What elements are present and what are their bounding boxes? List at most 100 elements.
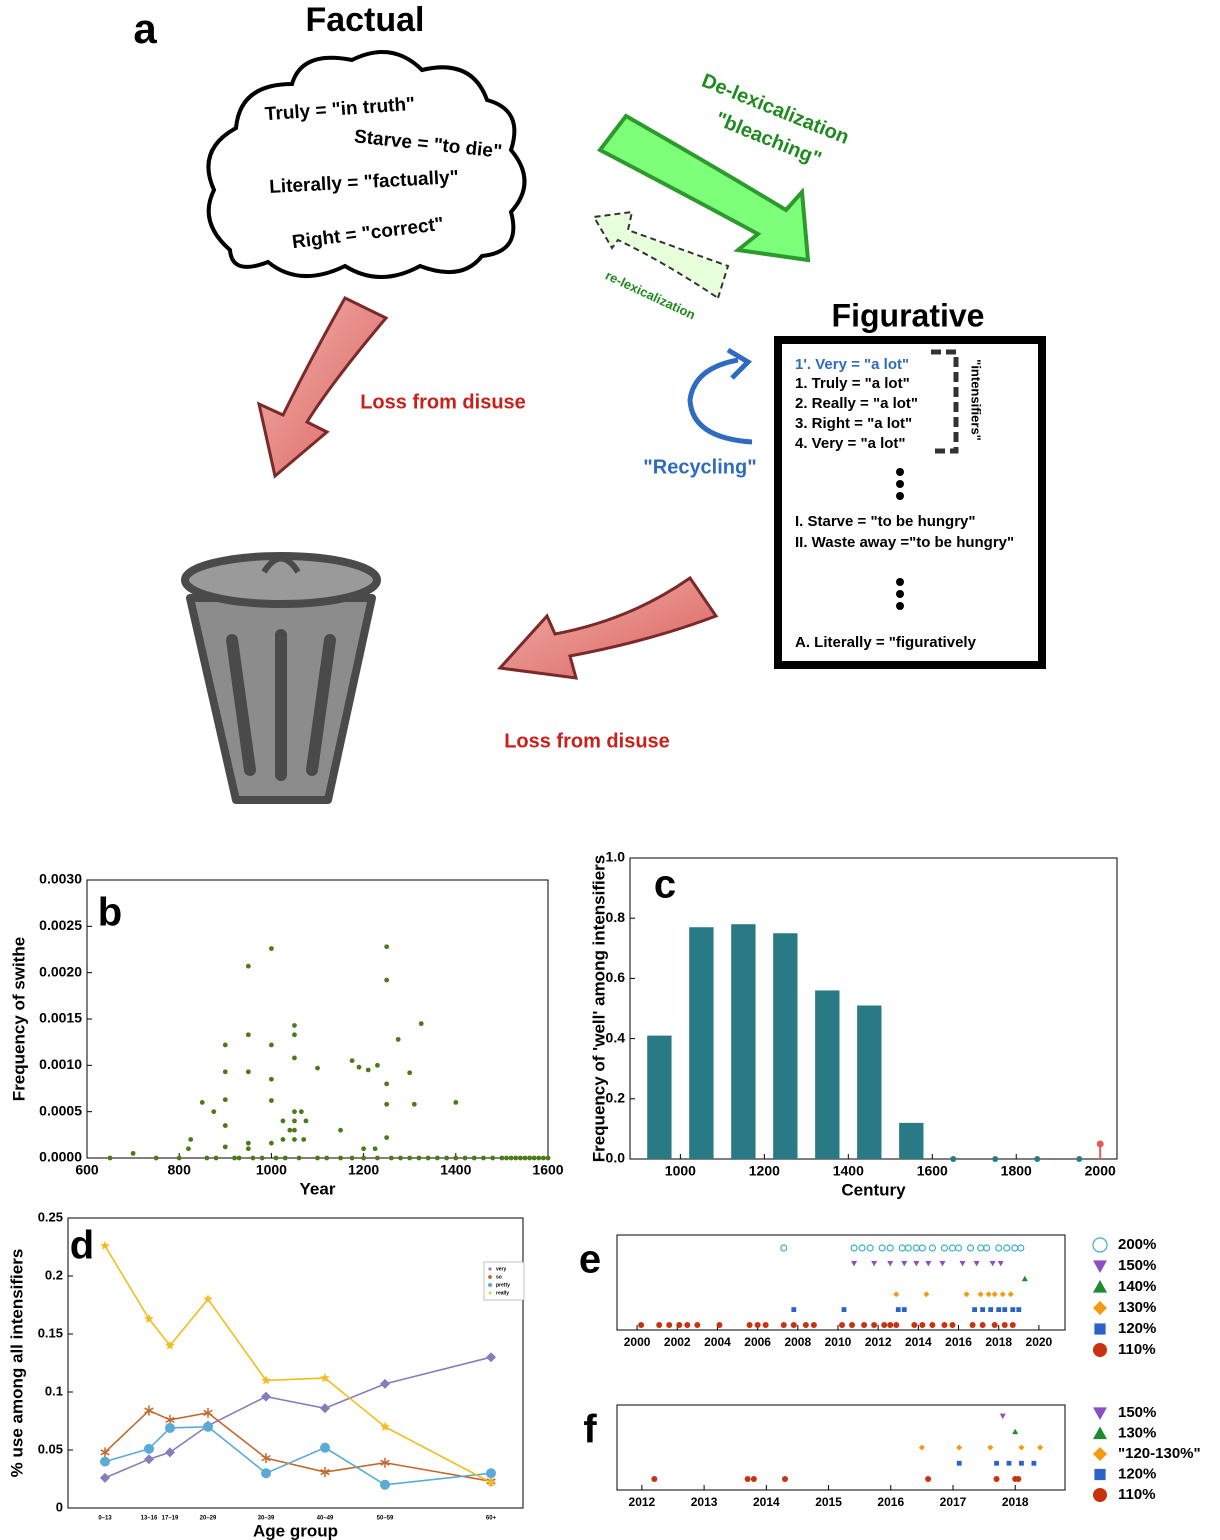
y-axis-label: Frequency of 'well' among intensifiers (589, 855, 608, 1163)
marker (1008, 1291, 1014, 1297)
x-tick-label: 2012 (865, 1335, 892, 1349)
marker (929, 1322, 935, 1328)
bar (731, 924, 755, 1159)
marker (956, 1445, 962, 1451)
marker (984, 1245, 990, 1251)
marker (165, 1423, 175, 1433)
marker (851, 1245, 857, 1251)
marker (925, 1476, 931, 1482)
point (419, 1021, 424, 1026)
point (453, 1156, 458, 1161)
y-tick-label: 0.0005 (39, 1102, 82, 1118)
point (292, 1023, 297, 1028)
legend-marker (1093, 1280, 1107, 1293)
point (246, 1141, 251, 1146)
point (211, 1109, 216, 1114)
x-tick-label: 1000 (256, 1162, 287, 1178)
legend-label: 150% (1118, 1257, 1156, 1274)
marker (1031, 1461, 1036, 1466)
marker (939, 1261, 945, 1266)
legend-marker (1094, 1323, 1105, 1334)
bar (773, 933, 797, 1159)
legend-marker (1093, 1343, 1107, 1357)
point (350, 1058, 355, 1063)
x-tick-label: 1800 (1001, 1163, 1032, 1179)
marker (320, 1403, 330, 1413)
marker (1012, 1429, 1018, 1434)
plot-frame (617, 1235, 1065, 1330)
figure: a Factual Truly = "in truth" Starve = "t… (0, 0, 1220, 1540)
marker (887, 1322, 893, 1328)
marker (486, 1352, 496, 1362)
line (105, 1246, 491, 1483)
point (324, 1156, 329, 1161)
point (532, 1156, 537, 1161)
legend-label: 140% (1118, 1278, 1156, 1295)
loss-label: Loss from disuse (504, 730, 670, 752)
marker (990, 1261, 996, 1266)
marker (974, 1261, 980, 1266)
marker (902, 1307, 907, 1312)
list-item: 2. Really = "a lot" (795, 395, 918, 412)
legend-marker (1093, 1238, 1107, 1252)
x-tick-label: 13–16 (141, 1516, 158, 1522)
marker (949, 1245, 955, 1251)
point (366, 1068, 371, 1073)
point (509, 1156, 514, 1161)
marker (1010, 1307, 1015, 1312)
point (398, 1156, 403, 1161)
marker (913, 1245, 919, 1251)
x-tick-label: 2002 (664, 1335, 691, 1349)
y-tick-label: 0 (56, 1499, 63, 1514)
list-item: I. Starve = "to be hungry" (795, 513, 976, 530)
point (177, 1156, 182, 1161)
marker (380, 1379, 390, 1389)
x-tick-label: 1200 (348, 1162, 379, 1178)
point (287, 1128, 292, 1133)
marker (994, 1461, 999, 1466)
point (292, 1109, 297, 1114)
figurative-title: Figurative (832, 297, 985, 333)
x-axis-label: Year (300, 1179, 336, 1198)
point (444, 1156, 449, 1161)
x-tick-label: 2013 (691, 1495, 718, 1509)
x-tick-label: 600 (75, 1162, 99, 1178)
marker (380, 1480, 390, 1490)
point (375, 1156, 380, 1161)
point (154, 1156, 159, 1161)
point (315, 1066, 320, 1071)
marker (998, 1261, 1004, 1266)
marker (803, 1322, 809, 1328)
point (223, 1043, 228, 1048)
marker (745, 1476, 751, 1482)
x-tick-label: 60+ (486, 1516, 497, 1522)
legend-marker (1093, 1407, 1107, 1420)
marker (861, 1322, 867, 1328)
marker (881, 1322, 887, 1328)
marker (871, 1261, 877, 1266)
point (237, 1156, 242, 1161)
marker (923, 1291, 929, 1297)
marker (1018, 1445, 1024, 1451)
legend-label: very (496, 1266, 507, 1272)
loss-label: Loss from disuse (360, 391, 526, 413)
marker (1000, 1291, 1006, 1297)
x-tick-label: 2014 (905, 1335, 932, 1349)
point (373, 1146, 378, 1151)
legend-label: so (496, 1274, 502, 1280)
marker (638, 1322, 644, 1328)
x-tick-label: 2015 (815, 1495, 842, 1509)
marker (893, 1291, 899, 1297)
marker (1012, 1245, 1018, 1251)
list-item: 1. Truly = "a lot" (795, 375, 910, 392)
point (223, 1097, 228, 1102)
point (453, 1100, 458, 1105)
marker (919, 1322, 925, 1328)
point (315, 1156, 320, 1161)
marker (919, 1445, 925, 1451)
point (500, 1156, 505, 1161)
marker (1007, 1461, 1012, 1466)
marker (972, 1307, 977, 1312)
x-tick-label: 30–39 (258, 1516, 275, 1522)
legend-label: 200% (1118, 1236, 1156, 1253)
